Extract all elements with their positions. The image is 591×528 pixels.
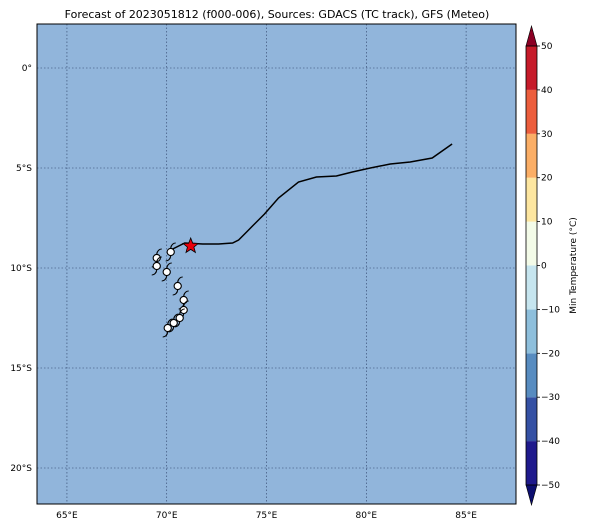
colorbar-level: [526, 397, 537, 442]
tropical-cyclone-icon: [172, 276, 183, 296]
colorbar-level: [526, 221, 537, 266]
tc-forecast-symbols: [151, 242, 189, 338]
longitude-ticks: 65°E 70°E 75°E 80°E 85°E: [56, 511, 477, 521]
colorbar-tick-label: −40: [541, 437, 560, 447]
lon-tick-label: 75°E: [256, 511, 278, 521]
lat-tick-label: 0°: [22, 64, 32, 74]
graticule: [37, 24, 516, 504]
tc-track-line: [170, 143, 453, 251]
map-frame: [36, 23, 517, 505]
colorbar-tick-label: 40: [541, 86, 553, 96]
lat-tick-label: 15°S: [10, 364, 32, 374]
lat-tick-label: 20°S: [10, 464, 32, 474]
colorbar-tick-label: 50: [541, 42, 553, 52]
tropical-cyclone-icon: [161, 262, 172, 282]
lon-tick-label: 65°E: [56, 511, 78, 521]
colorbar-level: [526, 265, 537, 310]
lon-tick-label: 70°E: [156, 511, 178, 521]
colorbar-ticks: 50 40 30 20 10 0 −10 −20 −30 −40 −50: [537, 42, 560, 491]
colorbar-tick-label: 0: [541, 262, 547, 272]
lon-tick-label: 80°E: [355, 511, 377, 521]
colorbar-tick-label: −30: [541, 393, 560, 403]
tropical-cyclone-icon: [151, 256, 162, 276]
colorbar-over-arrow-icon: [525, 24, 538, 47]
tropical-cyclone-icon: [162, 318, 173, 338]
colorbar-level: [526, 177, 537, 222]
map-panel: 65°E 70°E 75°E 80°E 85°E 0° 5°S 10°S 15°S 20°S: [10, 23, 517, 521]
colorbar-under-arrow-icon: [525, 484, 538, 507]
lon-tick-label: 85°E: [455, 511, 477, 521]
colorbar-tick-label: −20: [541, 349, 560, 359]
colorbar-level: [526, 46, 537, 90]
tropical-cyclone-icon: [174, 308, 185, 328]
colorbar-label: Min Temperature (°C): [569, 217, 579, 314]
colorbar-level: [526, 89, 537, 134]
tropical-cyclone-icon: [165, 242, 176, 262]
colorbar-tick-label: −50: [541, 481, 560, 491]
ocean-background: [37, 24, 516, 504]
colorbar-level: [526, 309, 537, 354]
lat-tick-label: 10°S: [10, 264, 32, 274]
lat-tick-label: 5°S: [16, 164, 32, 174]
figure-title: Forecast of 2023051812 (f000-006), Sourc…: [65, 8, 490, 21]
colorbar-tick-label: 30: [541, 130, 553, 140]
colorbar-tick-label: −10: [541, 305, 560, 315]
colorbar-level: [526, 441, 537, 485]
colorbar-tick-label: 10: [541, 218, 553, 228]
colorbar-level: [526, 133, 537, 178]
current-position-star-icon: [182, 236, 200, 254]
colorbar-tick-label: 20: [541, 174, 553, 184]
colorbar-levels: [525, 24, 538, 507]
colorbar: 50 40 30 20 10 0 −10 −20 −30 −40 −50 Min Temperatu…: [525, 24, 579, 507]
latitude-ticks: 0° 5°S 10°S 15°S 20°S: [10, 64, 32, 474]
colorbar-level: [526, 353, 537, 398]
